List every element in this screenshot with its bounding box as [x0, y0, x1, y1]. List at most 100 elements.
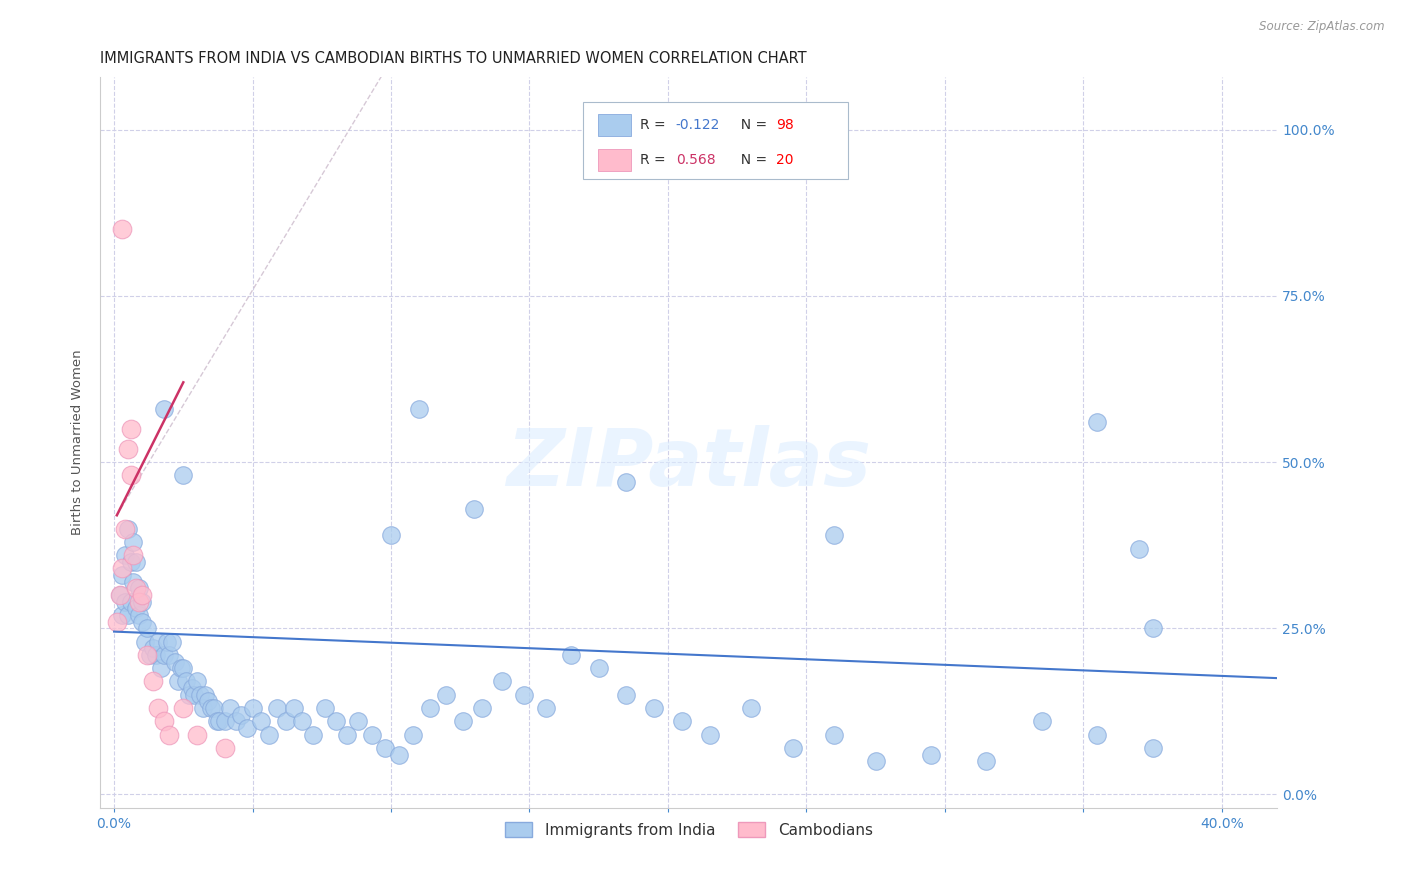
- Point: [122, 534, 145, 549]
- Point: [120, 595, 142, 609]
- Point: [231, 707, 253, 722]
- Point: [436, 688, 458, 702]
- Point: [314, 701, 336, 715]
- Point: [131, 615, 153, 629]
- Point: [108, 588, 131, 602]
- Point: [172, 468, 194, 483]
- Point: [214, 714, 236, 729]
- Point: [186, 674, 208, 689]
- Point: [197, 694, 219, 708]
- Text: ZIPatlas: ZIPatlas: [506, 425, 872, 503]
- Point: [177, 688, 200, 702]
- Point: [169, 661, 191, 675]
- Point: [208, 714, 231, 729]
- Point: [325, 714, 347, 729]
- Point: [346, 714, 368, 729]
- Point: [225, 714, 247, 729]
- Point: [153, 401, 176, 416]
- Point: [159, 648, 181, 662]
- Point: [194, 688, 217, 702]
- Point: [302, 728, 325, 742]
- Point: [131, 595, 153, 609]
- Point: [513, 688, 536, 702]
- Point: [274, 714, 297, 729]
- Point: [250, 714, 273, 729]
- Text: Source: ZipAtlas.com: Source: ZipAtlas.com: [1260, 20, 1385, 33]
- Point: [920, 747, 942, 762]
- Point: [616, 475, 638, 489]
- Text: 20: 20: [776, 153, 793, 167]
- FancyBboxPatch shape: [583, 103, 848, 179]
- Legend: Immigrants from India, Cambodians: Immigrants from India, Cambodians: [499, 816, 879, 844]
- Point: [128, 595, 150, 609]
- FancyBboxPatch shape: [598, 149, 631, 171]
- Point: [242, 701, 264, 715]
- Y-axis label: Births to Unmarried Women: Births to Unmarried Women: [72, 350, 84, 535]
- Point: [111, 222, 134, 236]
- Point: [202, 701, 225, 715]
- Point: [145, 648, 167, 662]
- Point: [865, 754, 887, 768]
- Point: [823, 528, 845, 542]
- Point: [150, 661, 173, 675]
- Point: [111, 607, 134, 622]
- Point: [380, 528, 402, 542]
- Point: [148, 701, 170, 715]
- Text: 98: 98: [776, 119, 793, 132]
- Point: [125, 555, 148, 569]
- Text: 0.568: 0.568: [676, 153, 716, 167]
- Point: [186, 728, 208, 742]
- Point: [117, 442, 139, 456]
- Point: [128, 607, 150, 622]
- Point: [172, 701, 194, 715]
- Point: [188, 688, 211, 702]
- Point: [159, 728, 181, 742]
- Point: [266, 701, 288, 715]
- Point: [534, 701, 557, 715]
- Point: [699, 728, 721, 742]
- Point: [160, 634, 183, 648]
- Point: [122, 574, 145, 589]
- Point: [153, 648, 176, 662]
- Point: [136, 648, 159, 662]
- Point: [120, 555, 142, 569]
- Point: [120, 468, 142, 483]
- Text: N =: N =: [733, 119, 772, 132]
- Point: [451, 714, 474, 729]
- Point: [643, 701, 665, 715]
- Point: [166, 674, 188, 689]
- Point: [782, 740, 804, 755]
- Point: [122, 548, 145, 562]
- Point: [163, 655, 186, 669]
- Point: [114, 595, 136, 609]
- Point: [1085, 728, 1108, 742]
- Point: [823, 728, 845, 742]
- Point: [111, 568, 134, 582]
- Point: [219, 701, 242, 715]
- Point: [360, 728, 382, 742]
- Point: [117, 607, 139, 622]
- Point: [153, 714, 176, 729]
- Point: [114, 522, 136, 536]
- Point: [336, 728, 359, 742]
- Text: R =: R =: [641, 119, 671, 132]
- Point: [200, 701, 222, 715]
- Point: [114, 548, 136, 562]
- Point: [374, 740, 396, 755]
- Point: [616, 688, 638, 702]
- Point: [1085, 415, 1108, 429]
- Point: [136, 621, 159, 635]
- Point: [419, 701, 441, 715]
- Point: [976, 754, 998, 768]
- Text: IMMIGRANTS FROM INDIA VS CAMBODIAN BIRTHS TO UNMARRIED WOMEN CORRELATION CHART: IMMIGRANTS FROM INDIA VS CAMBODIAN BIRTH…: [100, 51, 807, 66]
- Point: [105, 615, 128, 629]
- Point: [172, 661, 194, 675]
- Point: [402, 728, 425, 742]
- Point: [588, 661, 610, 675]
- Text: R =: R =: [641, 153, 671, 167]
- Point: [142, 641, 165, 656]
- Point: [236, 721, 259, 735]
- Point: [408, 401, 430, 416]
- Point: [128, 582, 150, 596]
- Point: [291, 714, 314, 729]
